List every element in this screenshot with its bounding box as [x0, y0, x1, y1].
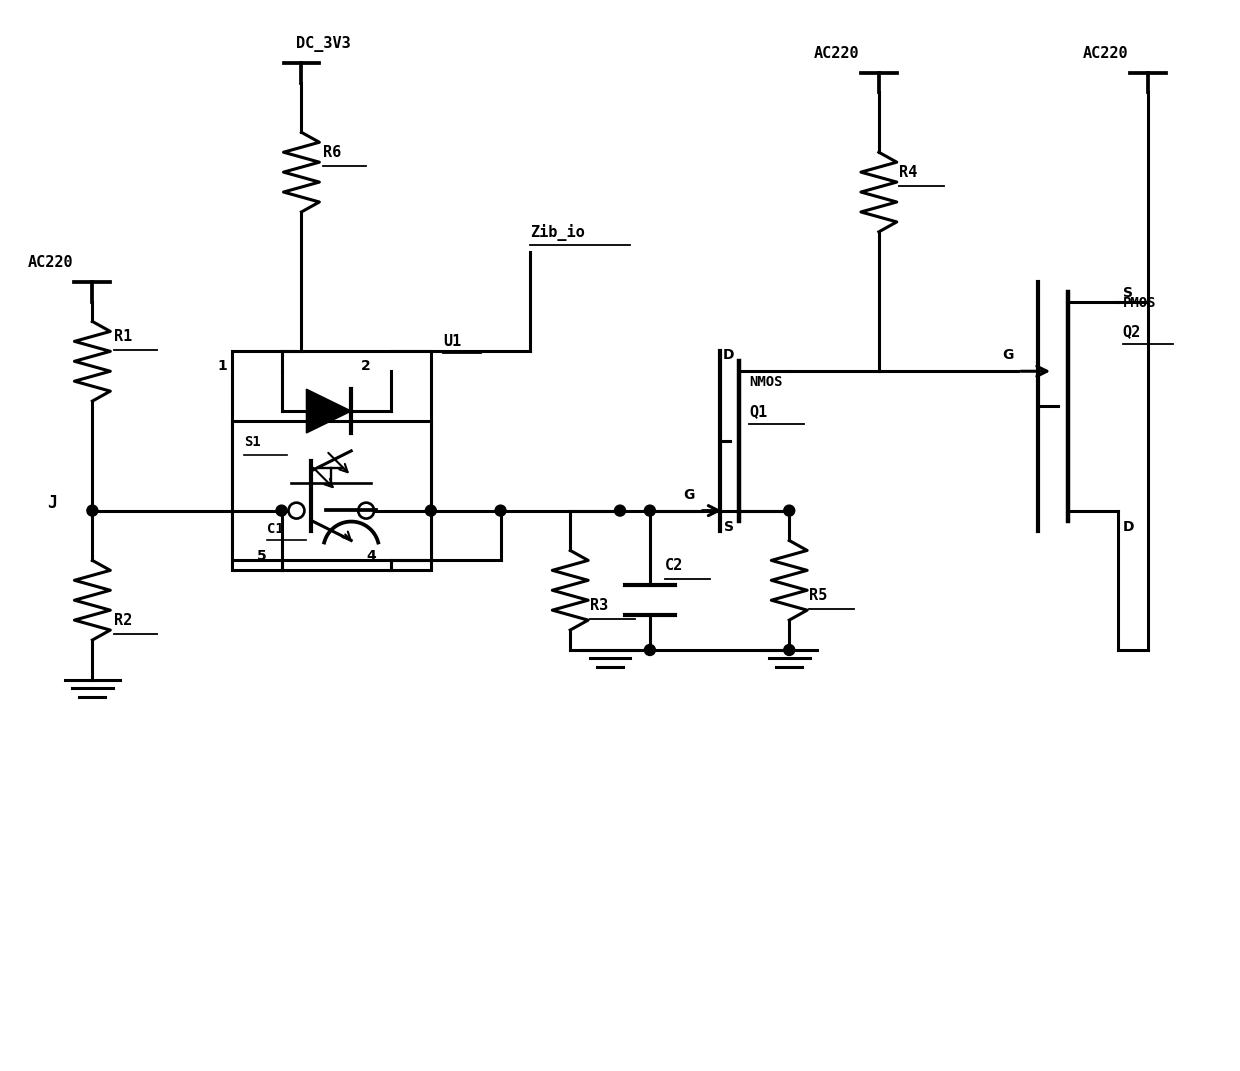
Text: J: J — [47, 494, 57, 512]
Text: 2: 2 — [361, 359, 371, 374]
Text: 4: 4 — [366, 549, 376, 563]
Text: AC220: AC220 — [1083, 46, 1128, 61]
Circle shape — [645, 645, 656, 655]
Text: R4: R4 — [899, 165, 918, 180]
Polygon shape — [306, 389, 351, 433]
Circle shape — [615, 506, 625, 516]
Text: G: G — [1002, 348, 1013, 362]
Circle shape — [87, 506, 98, 516]
Text: R2: R2 — [114, 613, 133, 628]
Text: U1: U1 — [443, 334, 461, 349]
Circle shape — [784, 506, 795, 516]
Text: PMOS: PMOS — [1122, 296, 1156, 310]
Text: R1: R1 — [114, 330, 133, 345]
Circle shape — [289, 502, 305, 518]
Circle shape — [277, 506, 286, 516]
Text: R5: R5 — [810, 588, 827, 603]
Text: S: S — [724, 519, 734, 533]
Circle shape — [425, 506, 436, 516]
Text: C1: C1 — [267, 522, 284, 536]
Text: D: D — [1122, 519, 1135, 533]
Text: C2: C2 — [665, 558, 683, 573]
Circle shape — [784, 645, 795, 655]
Text: S: S — [1122, 286, 1132, 300]
Text: G: G — [683, 487, 694, 501]
Text: Zib_io: Zib_io — [531, 224, 585, 241]
Text: D: D — [723, 348, 734, 362]
Circle shape — [358, 502, 374, 518]
Text: AC220: AC220 — [27, 255, 73, 270]
Circle shape — [495, 506, 506, 516]
Text: 1: 1 — [217, 359, 227, 374]
Bar — [232, 351, 430, 571]
Text: Q1: Q1 — [749, 404, 768, 419]
Circle shape — [645, 506, 656, 516]
Text: DC_3V3: DC_3V3 — [296, 35, 351, 51]
Text: S1: S1 — [244, 435, 260, 449]
Text: Q2: Q2 — [1122, 325, 1141, 340]
Bar — [232, 421, 430, 560]
Text: R6: R6 — [324, 146, 341, 161]
Text: NMOS: NMOS — [749, 375, 782, 389]
Text: 5: 5 — [257, 549, 267, 563]
Text: R3: R3 — [590, 599, 609, 614]
Text: AC220: AC220 — [815, 46, 859, 61]
